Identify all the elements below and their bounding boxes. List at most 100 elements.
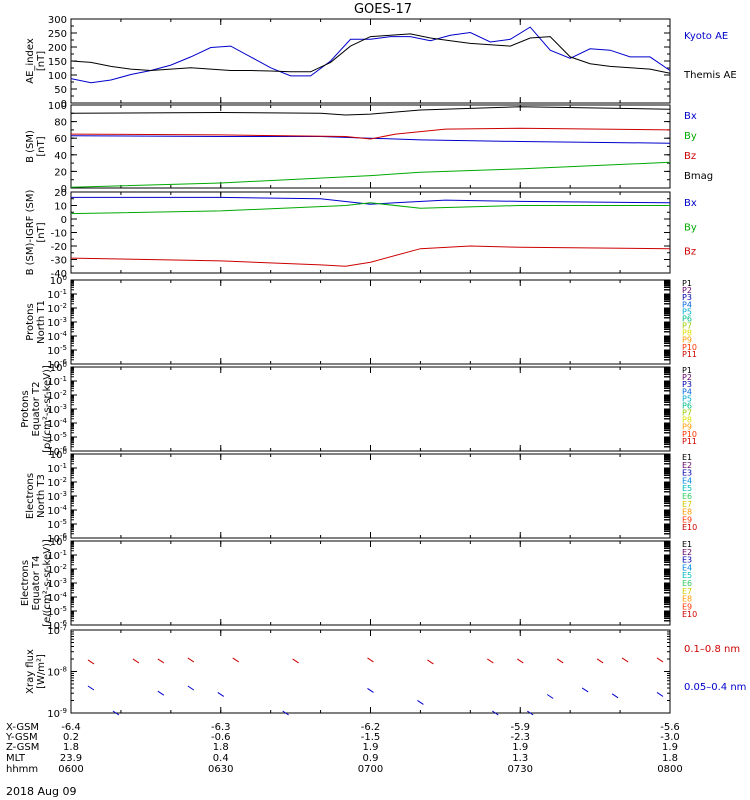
channel-label: P10 <box>682 430 697 439</box>
xray-point <box>546 694 554 699</box>
y-tick-label: 10-2 <box>47 389 67 402</box>
channel-label: E6 <box>682 579 692 588</box>
y-tick-label: 100 <box>48 101 67 112</box>
y-tick-label: 10-4 <box>47 591 67 604</box>
channel-label: P11 <box>682 350 697 359</box>
y-axis-label: [nT] <box>36 222 47 242</box>
y-tick-label: 10-1 <box>47 288 67 301</box>
y-axis-label: Equator T2 <box>31 382 42 437</box>
xray-point <box>621 657 629 663</box>
xray-point <box>157 658 165 664</box>
bottom-axis-value: 0.9 <box>363 753 379 764</box>
y-axis-label: Protons <box>20 390 31 427</box>
legend-entry: Kyoto AE <box>684 31 728 42</box>
channel-label: P7 <box>682 409 692 418</box>
y-axis-label: [p/(cm²-s-sr-keV)] <box>42 365 53 453</box>
y-tick-label: 0 <box>61 99 67 110</box>
legend-entry: Bz <box>684 151 696 162</box>
channel-label: E5 <box>682 571 692 580</box>
xray-point <box>187 657 195 663</box>
xray-point <box>367 688 374 693</box>
y-axis-label: AE_index <box>25 38 36 84</box>
legend-entry: Bx <box>684 111 697 122</box>
bottom-axis-value: 1.9 <box>363 742 379 753</box>
xray-point <box>417 699 424 705</box>
y-tick-label: 20 <box>54 167 67 178</box>
y-tick-label: 10-3 <box>47 490 67 503</box>
bottom-axis-value: -6.4 <box>61 722 81 733</box>
y-tick-label: 10-3 <box>47 577 67 590</box>
channel-label: E8 <box>682 508 692 517</box>
channel-label: P9 <box>682 423 692 432</box>
y-tick-label: 10-2 <box>47 302 67 315</box>
series-line-bmag <box>70 106 671 116</box>
bottom-axis-value: 0730 <box>508 764 533 775</box>
legend-entry: Themis AE <box>683 70 737 81</box>
legend-entry: 0.1–0.8 nm <box>684 644 740 655</box>
y-tick-label: 10-2 <box>47 563 67 576</box>
bottom-row-label: hhmm <box>6 764 38 775</box>
xray-point <box>611 693 619 699</box>
series-line-themis-ae <box>70 33 671 74</box>
y-tick-label: 10-5 <box>47 518 67 531</box>
series-line-kyoto-ae <box>70 26 671 84</box>
bottom-row-label: X-GSM <box>6 722 39 733</box>
channel-label: P5 <box>682 394 692 403</box>
y-tick-label: 60 <box>54 134 67 145</box>
bottom-row-label: Y-GSM <box>5 732 38 743</box>
y-tick-label: 100 <box>48 71 67 82</box>
channel-label: E1 <box>682 540 692 549</box>
channel-label: E8 <box>682 595 692 604</box>
legend-entry: Bx <box>684 198 697 209</box>
bottom-axis-value: 1.3 <box>512 753 528 764</box>
bottom-axis-value: -5.9 <box>510 722 530 733</box>
y-tick-label: 10-6 <box>47 445 67 458</box>
y-tick-label: 20 <box>54 188 67 199</box>
y-tick-label: 10-7 <box>47 624 67 637</box>
y-tick-label: 150 <box>48 57 67 68</box>
y-axis-label: [e/(cm²-s-sr-keV)] <box>42 539 53 627</box>
legend-entry: Bz <box>684 247 696 258</box>
xray-point <box>282 710 289 716</box>
bottom-axis-value: 23.9 <box>60 753 82 764</box>
channel-label: E10 <box>682 610 697 619</box>
xray-point <box>87 659 95 665</box>
y-axis-label: North T3 <box>36 474 47 518</box>
bottom-axis-value: 0600 <box>58 764 83 775</box>
series-line-bx <box>70 135 671 144</box>
plot-date: 2018 Aug 09 <box>6 785 76 798</box>
y-tick-label: 10-1 <box>47 375 67 388</box>
channel-label: E3 <box>682 469 692 478</box>
y-axis-label: Electrons <box>20 560 31 606</box>
y-tick-label: -40 <box>51 269 67 280</box>
y-tick-label: 40 <box>54 151 67 162</box>
y-tick-label: 10-6 <box>47 532 67 545</box>
xray-point <box>157 690 165 696</box>
channel-label: P8 <box>682 416 692 425</box>
y-tick-label: 10-5 <box>47 431 67 444</box>
xray-point <box>87 685 95 691</box>
channel-label: E1 <box>682 453 692 462</box>
y-axis-label: [nT] <box>36 136 47 156</box>
channel-label: E7 <box>682 500 692 509</box>
series-line-bx <box>71 196 671 205</box>
panel-xray: 10-7 10-8 10-9 Xray flux [W/m²] 0.1–0.8 nm 0.0… <box>25 624 746 720</box>
xray-point <box>516 658 524 664</box>
channel-label: P6 <box>682 401 692 410</box>
channel-label: E10 <box>682 523 697 532</box>
y-tick-label: 10-3 <box>47 403 67 416</box>
legend-entry: 0.05–0.4 nm <box>684 682 746 693</box>
y-axis-label: Xray flux <box>25 649 36 694</box>
panel-bsm: 100 80 60 40 20 0 B (SM) [nT] Bx By Bz Bmag <box>25 101 713 195</box>
y-tick-label: 100 <box>50 448 67 461</box>
bottom-axis-value: 1.8 <box>63 742 79 753</box>
bottom-axis-value: 0700 <box>358 764 383 775</box>
bottom-row-label: Z-GSM <box>6 742 39 753</box>
xray-point <box>656 657 664 663</box>
panel-bigrf: 20 10 0 -10 -20 -30 -40 B (SM)-IGRF (SM) [nT] Bx B… <box>25 188 697 280</box>
y-tick-label: 10-6 <box>47 619 67 632</box>
